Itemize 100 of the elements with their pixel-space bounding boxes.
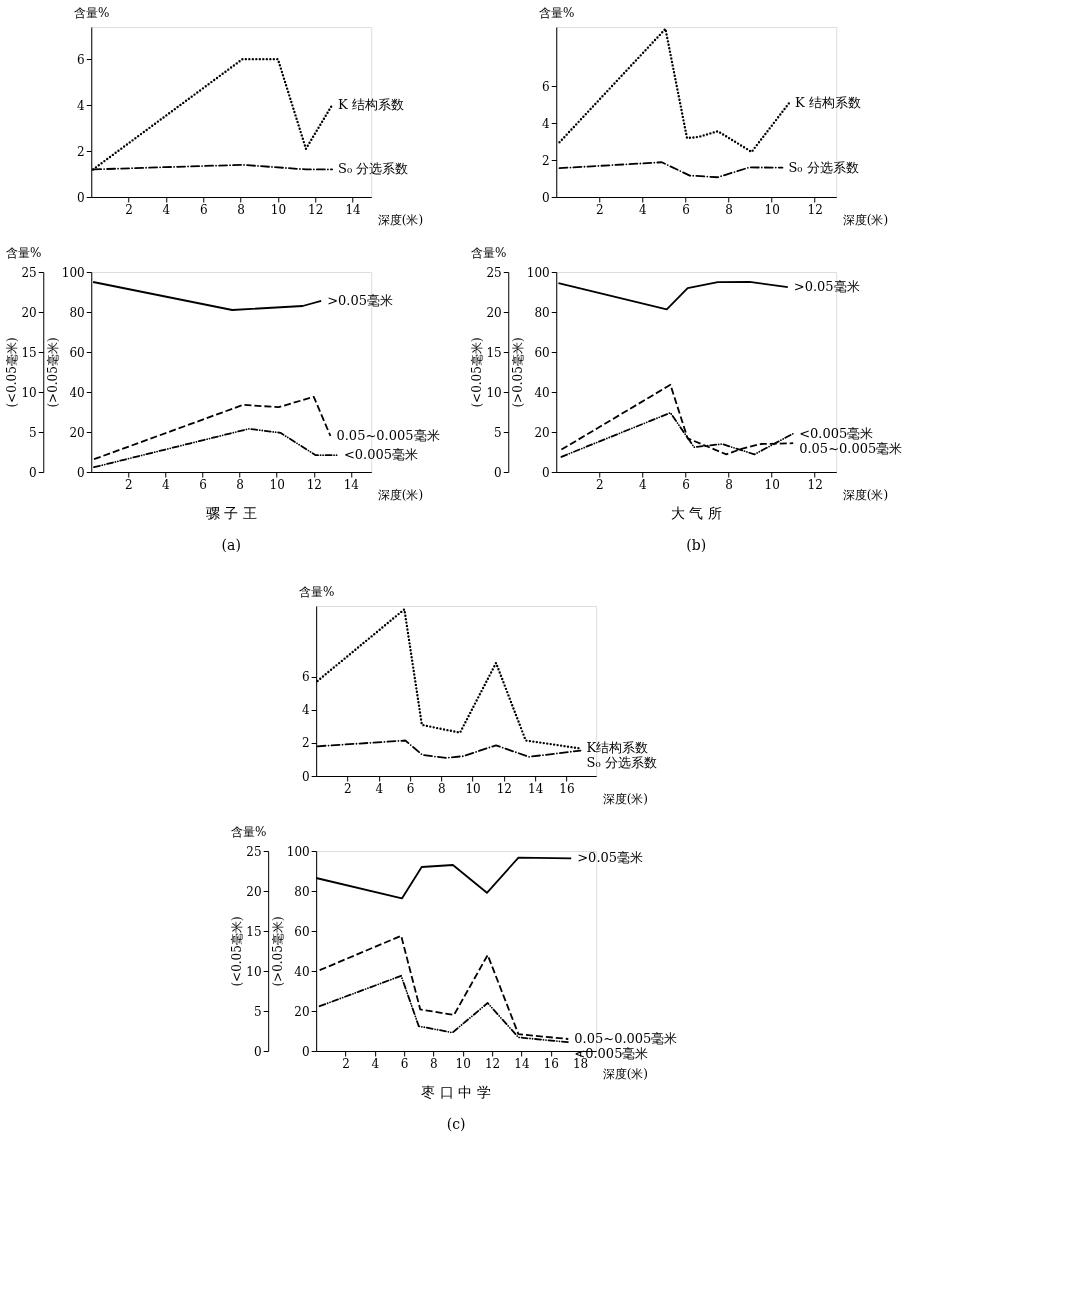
x-tick-label: 12 [306,477,322,492]
y2-tick-label: 5 [494,425,502,440]
x-tick-label: 8 [236,477,244,492]
x-axis-title: 深度(米) [842,212,889,227]
y-axis-title: (>0.05毫米) [45,337,60,408]
y-tick-label: 2 [77,144,85,159]
y2-axis-title: (<0.05毫米) [230,916,245,987]
y2-axis-title: (<0.05毫米) [5,337,20,408]
y-tick-label: 0 [542,190,550,205]
x-axis-title: 深度(米) [602,791,649,806]
y-tick-label: 0 [302,1044,310,1059]
y-tick-label: 0 [77,465,85,480]
y2-tick-label: 5 [254,1004,262,1019]
y2-tick-label: 25 [21,265,37,280]
y2-tick-label: 25 [486,265,502,280]
y-axis-title: (>0.05毫米) [270,916,285,987]
series-label: K 结构系数 [794,95,861,111]
x-tick-label: 12 [308,202,324,217]
line-series [560,383,795,456]
x-tick-label: 12 [496,781,512,796]
y2-tick-label: 20 [486,305,502,320]
y-tick-label: 60 [69,345,85,360]
x-tick-label: 2 [342,1056,350,1071]
x-tick-label: 14 [345,202,362,217]
x-tick-label: 16 [543,1056,559,1071]
y2-tick-label: 0 [29,465,37,480]
chart-title: 含量% [230,825,267,839]
series-label: K结构系数 [586,740,649,756]
y-tick-label: 20 [69,425,85,440]
x-tick-label: 10 [269,477,285,492]
text: (b) [686,537,707,553]
y-tick-label: 0 [77,190,85,205]
y2-tick-label: 10 [21,385,37,400]
x-tick-label: 6 [199,477,207,492]
x-tick-label: 4 [162,477,171,492]
x-tick-label: 12 [807,202,823,217]
x-tick-label: 8 [430,1056,438,1071]
y2-tick-label: 20 [21,305,37,320]
series-label: 0.05~0.005毫米 [799,440,903,456]
x-tick-label: 10 [764,477,780,492]
x-axis-title: 深度(米) [842,487,889,502]
y2-tick-label: 10 [486,385,502,400]
x-tick-label: 2 [125,202,133,217]
series-label: S₀ 分选系数 [788,159,859,175]
y-axis-title: 含量% [74,5,110,20]
y-tick-label: 40 [294,964,310,979]
x-tick-label: 14 [528,781,544,796]
series-label: 0.05~0.005毫米 [336,428,440,443]
y-tick-label: 0 [302,769,310,784]
text: (c) [446,1116,466,1132]
y-tick-label: 6 [302,670,310,685]
series-label: 0.05~0.005毫米 [574,1031,678,1046]
x-tick-label: 8 [725,477,733,492]
x-tick-label: 2 [125,477,133,492]
y2-tick-label: 15 [246,924,262,939]
y-tick-label: 60 [534,345,550,360]
y-axis-title: 含量% [539,5,575,20]
y-tick-label: 80 [294,884,310,899]
x-tick-label: 16 [559,781,575,796]
y2-tick-label: 0 [254,1044,262,1059]
text: (a) [221,537,241,553]
y-tick-label: 80 [534,305,550,320]
text: 骡 子 王 [205,505,257,521]
line-series [318,934,570,1040]
x-tick-label: 8 [725,202,733,217]
x-tick-label: 14 [343,477,360,492]
y-tick-label: 4 [542,116,551,131]
x-axis-title: 深度(米) [377,487,424,502]
x-tick-label: 8 [437,781,446,796]
y2-tick-label: 15 [486,345,502,360]
x-tick-label: 6 [199,202,208,217]
y2-tick-label: 25 [246,844,262,859]
y2-tick-label: 5 [29,425,37,440]
y-tick-label: 40 [69,385,85,400]
x-tick-label: 6 [682,202,690,217]
x-tick-label: 2 [344,781,352,796]
series-label: S₀ 分选系数 [586,755,657,771]
y-tick-label: 2 [302,736,310,751]
x-tick-label: 14 [514,1056,530,1071]
y-tick-label: 20 [294,1004,310,1019]
line-series [558,161,784,179]
x-tick-label: 6 [406,781,415,796]
y-tick-label: 4 [77,98,86,113]
y-tick-label: 20 [534,425,550,440]
y2-axis-title: (<0.05毫米) [470,337,485,408]
series-label: >0.05毫米 [577,850,644,866]
x-tick-label: 10 [270,202,287,217]
y-tick-label: 40 [534,385,550,400]
x-tick-label: 10 [465,781,481,796]
x-tick-label: 4 [375,781,384,796]
x-tick-label: 4 [639,202,648,217]
x-tick-label: 2 [596,477,604,492]
series-label: >0.05毫米 [793,279,860,295]
y-tick-label: 6 [77,52,85,67]
y-tick-label: 2 [542,153,550,168]
text: 枣 口 中 学 [421,1084,491,1100]
x-axis-title: 深度(米) [377,212,424,227]
y-axis-title: (>0.05毫米) [510,337,525,408]
series-label: <0.005毫米 [343,447,418,463]
x-tick-label: 2 [596,202,604,217]
